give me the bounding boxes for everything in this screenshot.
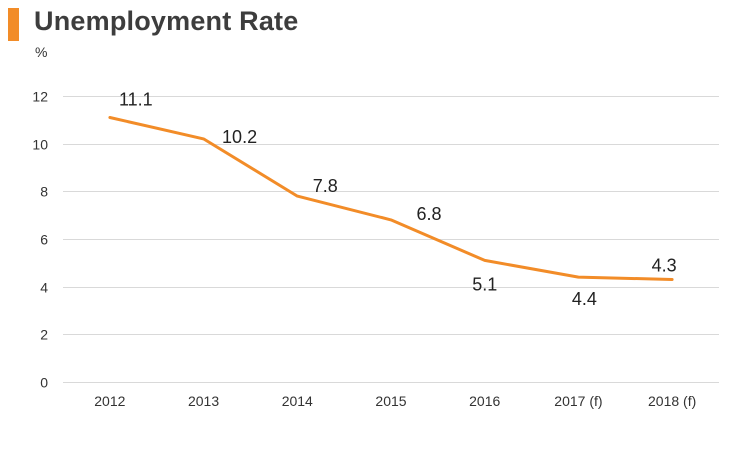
data-label: 6.8 xyxy=(416,204,441,224)
x-tick-label: 2013 xyxy=(188,393,219,409)
data-label: 4.4 xyxy=(572,289,597,309)
y-tick-label: 2 xyxy=(40,327,48,343)
chart-title: Unemployment Rate xyxy=(34,6,299,36)
y-tick-label: 8 xyxy=(40,184,48,200)
data-label: 5.1 xyxy=(472,274,497,294)
data-label: 10.2 xyxy=(222,127,257,147)
title-accent-bar xyxy=(8,8,19,41)
data-label: 11.1 xyxy=(119,89,153,109)
data-label: 7.8 xyxy=(313,176,338,196)
x-tick-label: 2016 xyxy=(469,393,500,409)
x-tick-label: 2014 xyxy=(282,393,313,409)
x-tick-label: 2018 (f) xyxy=(648,393,696,409)
y-tick-label: 10 xyxy=(32,137,48,153)
y-tick-label: 4 xyxy=(40,280,48,296)
y-axis-unit-label: % xyxy=(35,44,47,60)
x-tick-label: 2012 xyxy=(94,393,125,409)
x-tick-label: 2015 xyxy=(375,393,406,409)
y-tick-label: 0 xyxy=(40,375,48,391)
data-label: 4.3 xyxy=(652,256,677,276)
x-tick-label: 2017 (f) xyxy=(554,393,602,409)
y-tick-label: 6 xyxy=(40,232,48,248)
series-line xyxy=(108,116,674,281)
y-gridlines xyxy=(63,96,719,383)
chart-header: Unemployment Rate xyxy=(0,0,750,50)
y-tick-label: 12 xyxy=(32,89,48,105)
